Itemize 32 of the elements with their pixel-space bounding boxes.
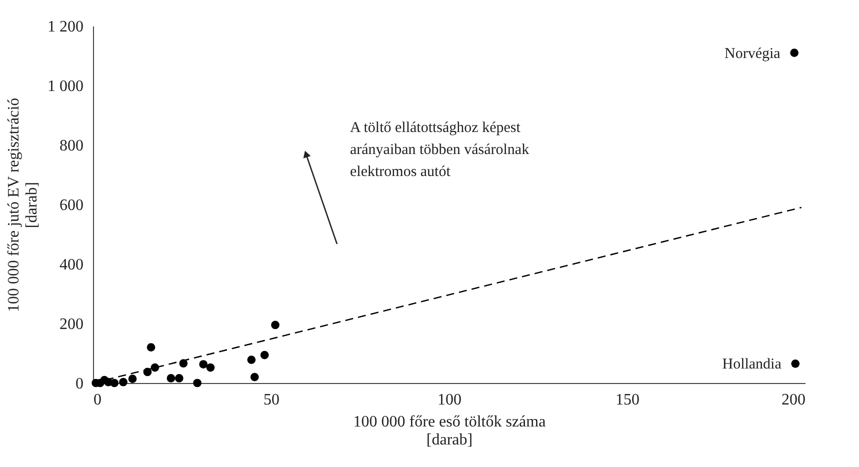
x-tick-label: 100 [438, 392, 462, 408]
point [791, 359, 800, 368]
x-axis-title: 100 000 főre eső töltők száma [darab] [353, 414, 546, 448]
point [174, 374, 184, 382]
x-tick-label: 0 [94, 392, 102, 408]
y-tick-label: 600 [60, 197, 84, 214]
point [166, 374, 176, 382]
x-tick-label: 150 [616, 392, 640, 408]
point [206, 363, 215, 372]
x-tick-label: 50 [264, 392, 280, 408]
point [247, 356, 256, 364]
y-tick-label: 800 [60, 138, 84, 154]
point [250, 372, 259, 382]
point [271, 320, 280, 330]
point [110, 378, 119, 388]
y-tick-label: 1 000 [48, 78, 84, 95]
x-tick-label: 200 [782, 392, 806, 408]
annotation: A töltő ellátottsághoz képest arányaiban többen vásárolnak elektromos autót [350, 120, 530, 180]
annotation: Norvégia [724, 46, 781, 62]
point [260, 350, 269, 360]
y-tick-label: 1 200 [48, 18, 84, 36]
y-tick-label: 400 [60, 256, 84, 274]
y-tick-label: 200 [60, 316, 84, 333]
point [790, 48, 799, 57]
point [128, 374, 137, 384]
point [119, 378, 128, 386]
annotation: Hollandia [722, 356, 782, 373]
y-tick-label: 0 [76, 376, 84, 392]
point [193, 378, 202, 388]
point [199, 360, 208, 368]
y-axis-title: 100 000 főre jutó EV regisztráció [darab] [6, 98, 40, 312]
point [146, 343, 156, 352]
